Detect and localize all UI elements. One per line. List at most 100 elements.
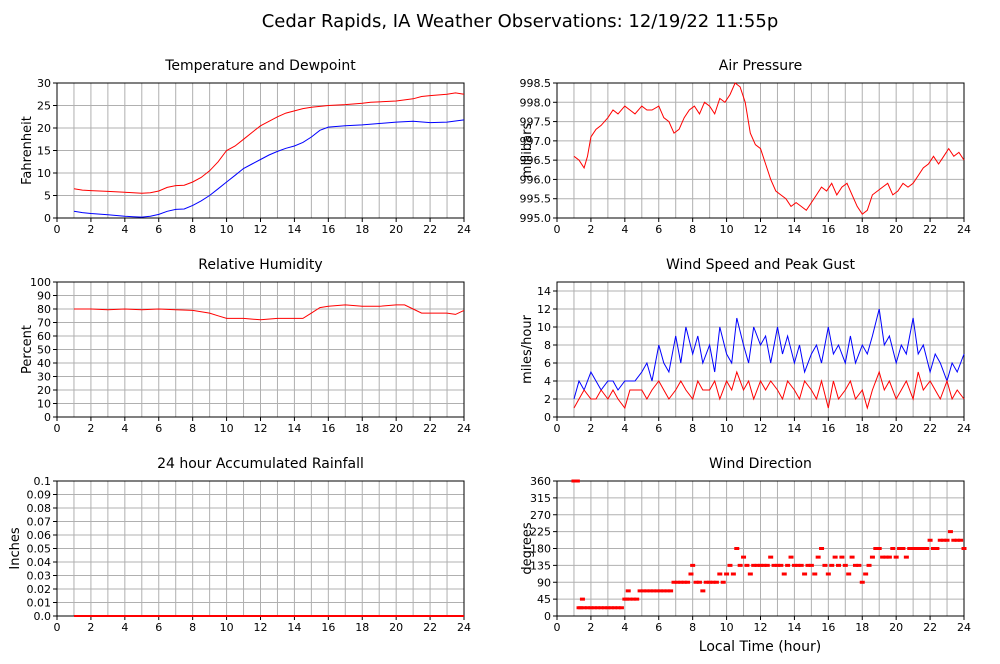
humidity-ytick-label: 0 [44,411,51,424]
wind-ylabel: miles/hour [520,314,535,383]
temp-xtick-label: 8 [189,223,196,236]
direction-point [791,563,797,567]
direction-point [873,547,879,550]
direction-point [961,547,967,550]
direction-point [954,538,960,542]
rain-xtick-label: 10 [220,621,234,634]
direction-point [849,555,855,559]
direction-point [798,563,804,567]
direction-ytick-label: 90 [537,576,551,589]
wind-xtick-label: 16 [821,422,835,435]
direction-point [839,555,845,559]
direction-point [724,572,730,576]
humidity-xtick-label: 12 [254,422,268,435]
rain-xtick-label: 18 [355,621,369,634]
direction-point [774,563,780,567]
direction-point [625,589,631,593]
humidity-ytick-label: 70 [37,317,51,330]
direction-xtick-label: 0 [554,621,561,634]
direction-point [805,563,811,567]
humidity-ytick-label: 20 [37,384,51,397]
humidity-xtick-label: 22 [423,422,437,435]
humidity-xtick-label: 14 [287,422,301,435]
temp-ytick-label: 20 [37,122,51,135]
wind-xtick-label: 22 [923,422,937,435]
humidity-xtick-label: 2 [87,422,94,435]
direction-point [579,597,585,601]
direction-point [624,597,630,601]
humidity-ytick-label: 30 [37,371,51,384]
wind-xtick-label: 8 [689,422,696,435]
temp-xtick-label: 24 [457,223,471,236]
temp-ytick-label: 30 [37,77,51,90]
temp-xtick-label: 18 [355,223,369,236]
direction-point [717,572,723,576]
humidity-xtick-label: 0 [54,422,61,435]
direction-point [671,580,677,584]
direction-point [615,606,621,610]
direction-xtick-label: 10 [720,621,734,634]
pressure-xtick-label: 6 [655,223,662,236]
wind-xtick-label: 4 [621,422,628,435]
temp-xtick-label: 20 [389,223,403,236]
temp-xtick-label: 10 [220,223,234,236]
temp-xtick-label: 4 [121,223,128,236]
direction-point [747,572,753,576]
pressure-series-line-0 [573,82,965,215]
direction-point [815,555,821,559]
humidity-frame [56,281,465,418]
pressure-ylabel: millibars [520,123,535,179]
pressure-ytick-label: 995.5 [520,193,552,206]
rain-title: 24 hour Accumulated Rainfall [157,456,364,472]
direction-point [897,547,903,550]
direction-xtick-label: 24 [957,621,971,634]
rain-ytick-label: 0.03 [27,570,52,583]
direction-point [693,580,699,584]
wind-xtick-label: 14 [787,422,801,435]
pressure-ytick-label: 996.0 [520,173,552,186]
direction-point [924,547,930,550]
direction-point [768,555,774,559]
rain-xtick-label: 6 [155,621,162,634]
direction-point [937,538,943,542]
direction-point [720,580,726,584]
pressure-xtick-label: 12 [754,223,768,236]
temp-ylabel: Fahrenheit [20,116,35,185]
direction-point [825,572,831,576]
direction-point [688,572,694,576]
direction-point [591,606,597,610]
direction-point [685,580,691,584]
direction-point [751,563,757,567]
direction-point [700,589,706,593]
rain-ylabel: Inches [8,527,23,569]
direction-point [574,479,580,483]
humidity-ytick-label: 60 [37,330,51,343]
direction-point [637,589,643,593]
rain-ytick-label: 0.0 [34,610,52,623]
direction-point [859,580,865,584]
temp-xtick-label: 16 [321,223,335,236]
direction-point [947,530,953,534]
humidity-ytick-label: 40 [37,357,51,370]
direction-ytick-label: 315 [530,492,551,505]
direction-point [634,597,640,601]
direction-ytick-label: 135 [530,559,551,572]
direction-point [661,589,667,593]
humidity-xtick-label: 6 [155,422,162,435]
rain-ytick-label: 0.05 [27,543,52,556]
x-axis-label: Local Time (hour) [699,639,821,655]
direction-point [819,547,825,550]
direction-point [802,572,808,576]
rain-ytick-label: 0.08 [27,502,52,515]
direction-point [944,538,950,542]
pressure-xtick-label: 20 [889,223,903,236]
direction-point [696,580,702,584]
direction-point [958,538,964,542]
direction-point [761,563,767,567]
rain-xtick-label: 4 [121,621,128,634]
direction-point [866,563,872,567]
